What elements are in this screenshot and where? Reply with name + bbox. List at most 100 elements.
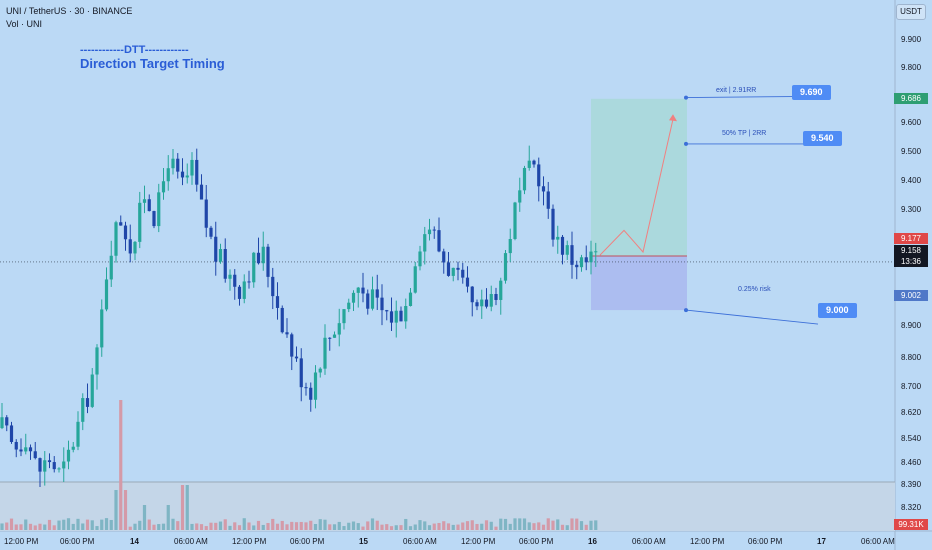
exit-price-label[interactable]: 9.690 (792, 85, 831, 100)
candle-body (508, 239, 512, 254)
volume-bar (152, 524, 156, 530)
candle-body (503, 253, 508, 281)
volume-bar (309, 520, 313, 530)
candle-body (423, 234, 427, 252)
volume-bar (556, 519, 560, 530)
volume-bar (337, 521, 341, 530)
volume-bar (43, 524, 47, 530)
price-tick: 9.300 (901, 205, 922, 214)
time-tick: 06:00 AM (174, 537, 208, 546)
candle-body (24, 447, 28, 452)
volume-bar (328, 524, 332, 530)
candle-body (199, 184, 204, 200)
candle-body (62, 461, 66, 469)
volume-bar (138, 520, 142, 530)
volume-bar (427, 525, 432, 530)
volume-bar (242, 518, 246, 530)
candle-body (66, 449, 71, 462)
exit-annotation: exit | 2.91RR (716, 87, 757, 94)
volume-bar (161, 523, 166, 530)
candle-body (190, 159, 194, 176)
time-tick: 15 (359, 537, 368, 546)
volume-bar (33, 525, 37, 530)
volume-bar (280, 520, 284, 530)
volume-bar (290, 521, 294, 530)
time-tick: 16 (588, 537, 597, 546)
volume-bar (180, 485, 185, 530)
candle-body (180, 171, 185, 178)
candle-body (204, 199, 208, 228)
candle-body (299, 358, 303, 388)
time-tick: 14 (130, 537, 139, 546)
volume-bar (356, 523, 360, 530)
candle-body (76, 421, 80, 447)
volume-bar (332, 524, 337, 530)
candle-body (242, 281, 246, 299)
volume-bar (119, 400, 123, 530)
volume-bar (499, 518, 503, 530)
candle-body (461, 269, 465, 278)
stop-price-badge: 9.002 (894, 290, 928, 301)
candle-body (427, 229, 432, 235)
candle-body (233, 274, 237, 287)
volume-bar (342, 526, 346, 530)
volume-bar (204, 526, 208, 530)
volume-bar (370, 518, 375, 530)
candle-body (43, 460, 47, 472)
candle-body (418, 251, 422, 267)
volume-bar (19, 524, 23, 530)
time-tick: 06:00 PM (290, 537, 325, 546)
candle-body (0, 417, 4, 429)
candle-body (252, 252, 256, 283)
candle-body (123, 225, 128, 240)
volume-bar (275, 523, 280, 530)
candle-body (152, 211, 156, 227)
watermark-line2: Direction Target Timing (80, 56, 225, 71)
candle-body (90, 374, 94, 407)
candle-body (437, 230, 441, 252)
volume-bar (104, 518, 109, 530)
price-tick: 8.460 (901, 458, 922, 467)
volume-bar (546, 518, 550, 530)
candle-body (142, 199, 147, 203)
candle-body (323, 337, 327, 369)
volume-bar (522, 518, 527, 530)
candle-body (361, 287, 365, 294)
candle-body (484, 299, 489, 307)
volume-bar (442, 521, 446, 530)
candle-body (138, 202, 142, 242)
volume-bar (385, 524, 389, 530)
volume-bar (66, 518, 71, 530)
candle-body (209, 227, 213, 237)
volume-bar (57, 520, 61, 530)
currency-button[interactable]: USDT (896, 4, 926, 20)
volume-title: Vol · UNI (6, 19, 43, 29)
volume-bar (237, 525, 242, 530)
time-tick: 06:00 AM (403, 537, 437, 546)
volume-bar (228, 525, 232, 530)
candle-body (100, 309, 104, 348)
volume-bar (437, 522, 441, 530)
tp-price-label[interactable]: 9.540 (803, 131, 842, 146)
volume-bar (318, 519, 322, 530)
candle-body (294, 356, 299, 359)
symbol-title: UNI / TetherUS · 30 · BINANCE (6, 6, 133, 16)
candle-body (223, 249, 227, 279)
volume-bar (71, 523, 75, 530)
candle-body (584, 257, 588, 263)
risk-price-label[interactable]: 9.000 (818, 303, 857, 318)
volume-bar (399, 525, 403, 530)
volume-bar (256, 520, 261, 530)
time-tick: 12:00 PM (4, 537, 39, 546)
volume-bar (261, 524, 265, 530)
watermark-line1: ------------DTT------------ (80, 44, 189, 56)
volume-bar (209, 522, 213, 530)
candle-body (247, 281, 251, 283)
candle-body (399, 310, 403, 322)
volume-bar (575, 518, 579, 530)
candle-body (147, 199, 151, 212)
volume-bar (90, 520, 94, 530)
volume-bar (299, 521, 303, 530)
